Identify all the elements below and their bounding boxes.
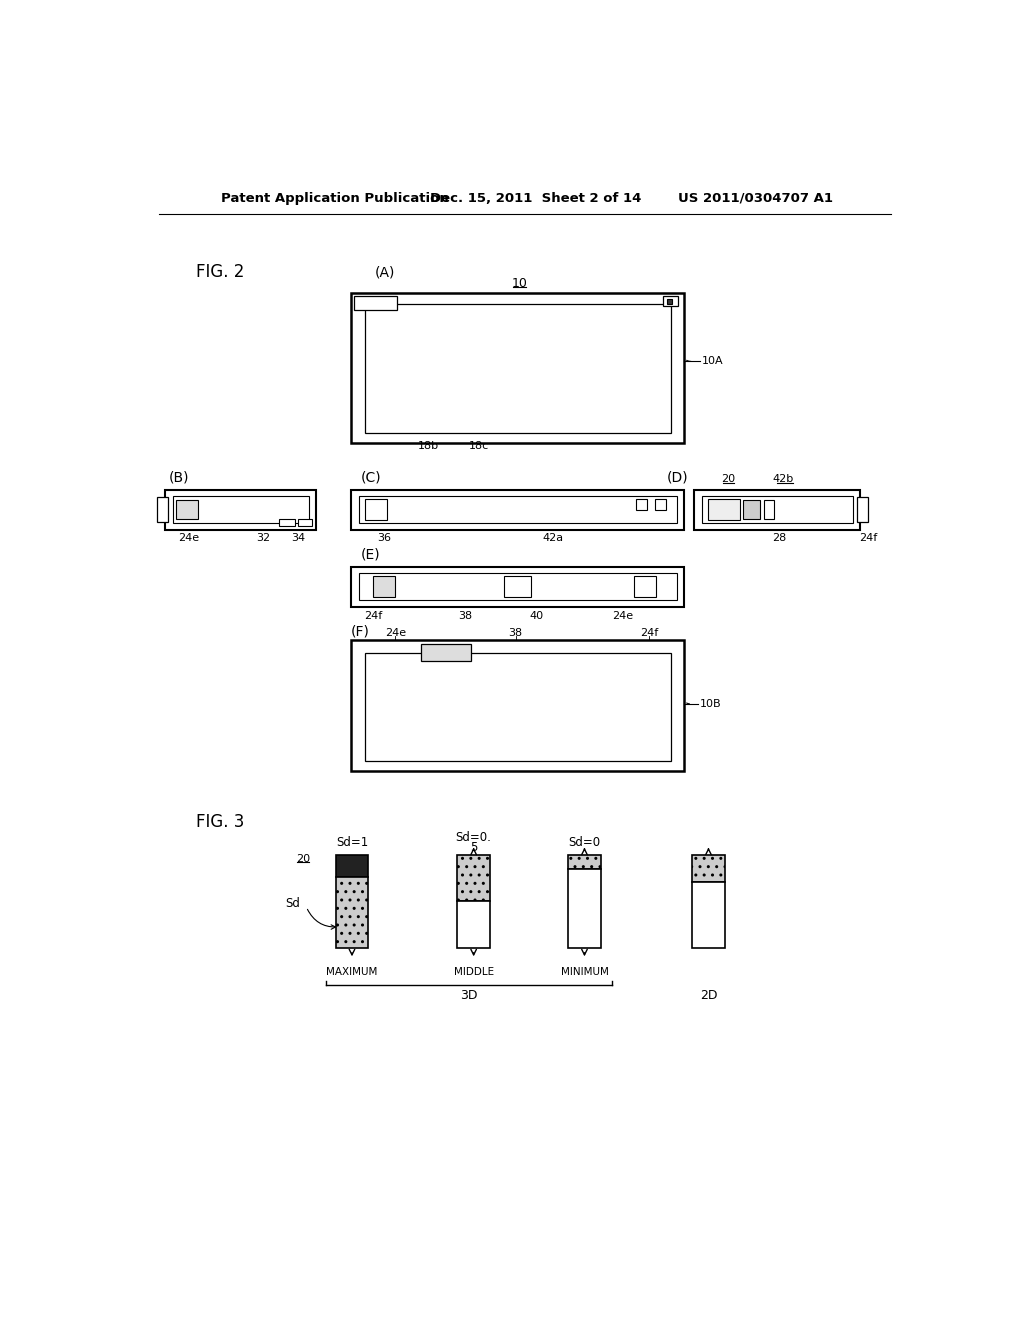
Text: MAXIMUM: MAXIMUM [327,968,378,977]
Text: FIG. 2: FIG. 2 [197,264,245,281]
Text: 5: 5 [470,841,477,854]
Text: 18c: 18c [469,441,489,450]
Bar [351,566,684,607]
Bar [351,640,684,771]
Text: Sd=0.: Sd=0. [456,832,492,843]
Text: 2D: 2D [699,989,717,1002]
Bar [743,500,761,519]
Bar [354,296,397,310]
Bar [663,296,678,306]
Bar [373,576,394,597]
Text: 38: 38 [509,628,522,638]
Text: MINIMUM: MINIMUM [560,968,608,977]
Text: (D): (D) [667,471,688,484]
Text: 24e: 24e [612,611,633,620]
Bar [351,490,684,529]
Bar [458,855,489,902]
Text: 38: 38 [458,611,472,620]
Bar [692,882,725,948]
Text: 42a: 42a [542,533,563,543]
Text: 24f: 24f [640,628,658,638]
Bar [366,653,671,760]
Bar [336,876,369,948]
Text: Sd=1: Sd=1 [336,836,368,849]
Bar [298,519,311,527]
Bar [165,490,316,529]
Bar [568,869,601,948]
Text: 40: 40 [529,611,544,620]
Text: 3D: 3D [460,989,478,1002]
Text: Patent Application Publication: Patent Application Publication [221,191,449,205]
Bar [504,576,531,597]
Text: Dec. 15, 2011  Sheet 2 of 14: Dec. 15, 2011 Sheet 2 of 14 [430,191,642,205]
Text: 20: 20 [722,474,735,484]
Bar [280,519,295,527]
Bar [667,298,672,304]
Text: 42b: 42b [772,474,794,484]
Text: 24f: 24f [364,611,382,620]
Text: US 2011/0304707 A1: US 2011/0304707 A1 [678,191,834,205]
Bar [366,304,671,433]
Text: 24e: 24e [385,628,406,638]
Bar [693,490,860,529]
Text: FIG. 3: FIG. 3 [197,813,245,832]
Bar [359,573,677,601]
Text: (F): (F) [351,624,370,638]
FancyArrowPatch shape [307,909,336,929]
Text: 32: 32 [257,533,270,543]
Bar [366,499,387,520]
Text: 18b: 18b [418,441,439,450]
Text: 10: 10 [511,277,527,290]
Text: (E): (E) [360,548,380,562]
Bar [351,293,684,444]
Bar [708,499,740,520]
Bar [701,496,853,524]
Text: Sd=0: Sd=0 [568,836,600,849]
Text: 10B: 10B [700,698,722,709]
Text: 28: 28 [772,533,786,543]
Text: 20: 20 [296,854,310,865]
Bar [692,855,725,882]
Text: (B): (B) [168,471,188,484]
Bar [336,855,369,876]
Bar [458,902,489,948]
Text: 24e: 24e [178,533,199,543]
Bar [359,496,677,524]
Bar [655,499,666,510]
Text: Sd: Sd [286,898,300,911]
Text: MIDDLE: MIDDLE [454,968,494,977]
Text: 24f: 24f [859,533,878,543]
Text: 36: 36 [377,533,391,543]
Text: 10A: 10A [701,356,723,366]
Bar [857,498,868,521]
Bar [421,644,471,661]
Bar [158,498,168,521]
Text: 34: 34 [292,533,305,543]
Text: (C): (C) [360,471,381,484]
Bar [636,499,647,510]
Bar [568,855,601,869]
Bar [764,500,774,519]
Bar [634,576,655,597]
Text: (A): (A) [375,265,395,280]
Bar [173,496,308,524]
Bar [176,500,198,519]
